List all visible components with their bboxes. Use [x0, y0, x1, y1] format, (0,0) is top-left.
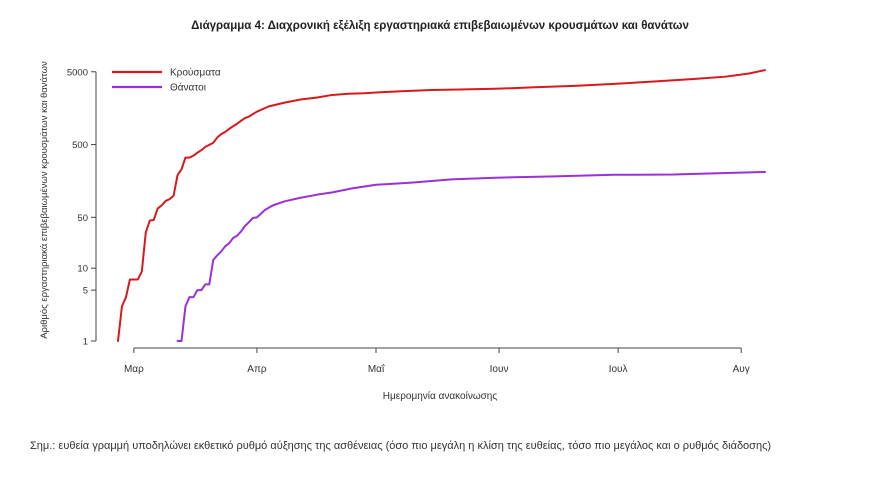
chart-axes: 1 5 10 50 500 5000 Μαρ Απρ Μαΐ Ιουν Ιουλ Αυγ Ημερομη… — [39, 61, 750, 402]
series-line-Κρούσματα — [117, 69, 766, 342]
x-axis-title: Ημερομηνία ανακοίνωσης — [383, 390, 498, 402]
y-tick-label: 10 — [77, 264, 88, 275]
x-tick-label: Ιουν — [490, 364, 509, 375]
legend-label: Κρούσματα — [170, 67, 221, 79]
x-tick-label: Αυγ — [733, 364, 750, 375]
y-tick-label: 50 — [77, 213, 88, 224]
legend-label: Θάνατοι — [170, 82, 206, 94]
series-line-Θάνατοι — [176, 170, 766, 342]
y-tick-label: 1 — [83, 337, 88, 348]
chart-footnote: Σημ.: ευθεία γραμμή υποδηλώνει εκθετικό … — [30, 440, 772, 452]
x-tick-label: Ιουλ — [609, 364, 628, 375]
y-tick-label: 5 — [83, 286, 88, 297]
y-axis-title: Αριθμός εργαστηριακά επιβεβαιωμένων κρου… — [39, 61, 50, 339]
x-tick-label: Απρ — [247, 364, 267, 375]
x-tick-label: Μαΐ — [368, 363, 385, 375]
y-tick-label: 500 — [72, 140, 88, 151]
chart-series — [117, 69, 766, 342]
chart-title: Διάγραμμα 4: Διαχρονική εξέλιξη εργαστηρ… — [191, 20, 689, 32]
chart-legend: Κρούσματα Θάνατοι — [112, 67, 221, 94]
y-tick-label: 5000 — [67, 67, 88, 78]
x-tick-label: Μαρ — [124, 364, 144, 375]
